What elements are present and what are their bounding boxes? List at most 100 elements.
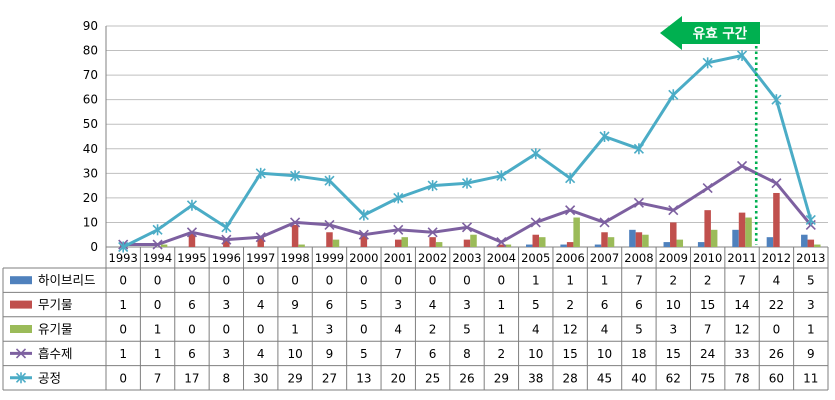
point <box>530 148 541 160</box>
bar <box>539 237 546 247</box>
data-label: 10 <box>666 298 681 312</box>
point <box>290 170 301 182</box>
point <box>324 219 335 230</box>
data-label: 18 <box>631 347 646 361</box>
point <box>290 217 301 228</box>
data-label: 2 <box>429 323 437 337</box>
data-label: 6 <box>601 298 609 312</box>
data-label: 4 <box>532 323 540 337</box>
data-label: 3 <box>669 323 677 337</box>
x-tick-label: 2007 <box>590 251 619 265</box>
point <box>633 197 644 208</box>
bar <box>188 232 196 247</box>
point <box>530 217 541 228</box>
bar <box>498 244 505 247</box>
data-label: 15 <box>666 347 681 361</box>
bar <box>704 210 711 247</box>
point <box>805 214 816 226</box>
point <box>15 372 27 384</box>
data-label: 12 <box>734 323 749 337</box>
data-label: 1 <box>291 323 299 337</box>
data-label: 45 <box>597 371 612 385</box>
bar <box>710 229 718 247</box>
bar <box>160 244 168 247</box>
data-label: 4 <box>394 323 402 337</box>
bar <box>470 234 477 247</box>
point <box>668 205 679 216</box>
data-label: 11 <box>803 371 818 385</box>
legend-label: 하이브리드 <box>38 273 96 288</box>
bar <box>607 237 615 247</box>
data-label: 1 <box>154 323 162 337</box>
bar <box>601 232 608 247</box>
data-label: 2 <box>704 274 712 288</box>
data-label: 5 <box>807 274 815 288</box>
data-label: 9 <box>291 298 299 312</box>
data-label: 1 <box>154 347 162 361</box>
data-label: 0 <box>257 323 265 337</box>
bar <box>773 192 780 247</box>
bar <box>732 229 739 247</box>
data-label: 6 <box>326 298 334 312</box>
data-label: 0 <box>498 274 506 288</box>
point <box>599 131 610 142</box>
data-label: 0 <box>463 274 471 288</box>
x-tick-label: 2008 <box>624 251 653 265</box>
data-label: 1 <box>601 274 609 288</box>
data-label: 0 <box>326 274 334 288</box>
point <box>736 49 748 61</box>
point <box>221 234 232 245</box>
data-label: 1 <box>498 323 506 337</box>
data-label: 1 <box>807 323 815 337</box>
data-label: 62 <box>666 371 681 385</box>
legend-label: 무기물 <box>38 297 73 312</box>
bar <box>463 239 471 247</box>
data-label: 1 <box>119 347 127 361</box>
bar <box>676 239 684 247</box>
data-label: 14 <box>734 298 749 312</box>
annotation-arrow <box>660 16 760 50</box>
x-tick-label: 1995 <box>177 251 206 265</box>
data-label: 26 <box>769 347 784 361</box>
point <box>221 221 232 233</box>
bar <box>435 242 443 247</box>
x-tick-label: 1996 <box>212 251 241 265</box>
bar <box>298 244 305 247</box>
data-label: 15 <box>700 298 715 312</box>
data-label: 6 <box>188 298 196 312</box>
bar <box>332 239 340 247</box>
data-label: 7 <box>738 274 746 288</box>
data-label: 10 <box>287 347 302 361</box>
point <box>668 89 679 101</box>
x-tick-label: 2003 <box>452 251 481 265</box>
bar <box>766 237 774 247</box>
y-axis: 0 10 20 30 40 50 60 70 80 90 <box>83 19 828 254</box>
point <box>358 229 369 240</box>
data-label: 3 <box>394 298 402 312</box>
data-label: 78 <box>734 371 749 385</box>
data-label: 8 <box>463 347 471 361</box>
y-tick-label: 10 <box>83 215 98 229</box>
point <box>15 348 27 359</box>
point <box>496 170 507 182</box>
data-label: 0 <box>119 371 127 385</box>
data-label: 7 <box>704 323 712 337</box>
point <box>427 227 438 238</box>
legend-label: 유기물 <box>38 322 73 337</box>
bar <box>738 212 746 247</box>
data-label: 6 <box>635 298 643 312</box>
x-tick-label: 2006 <box>556 251 585 265</box>
data-label: 29 <box>494 371 509 385</box>
bar <box>223 239 230 247</box>
data-label: 0 <box>223 274 231 288</box>
data-label: 0 <box>223 323 231 337</box>
x-tick-label: 2004 <box>487 251 516 265</box>
bar <box>629 229 636 247</box>
y-tick-label: 70 <box>83 68 98 82</box>
data-label: 24 <box>700 347 715 361</box>
data-label: 0 <box>291 274 299 288</box>
x-tick-label: 2012 <box>762 251 791 265</box>
legend-key <box>10 276 32 285</box>
x-tick-label: 2009 <box>659 251 688 265</box>
